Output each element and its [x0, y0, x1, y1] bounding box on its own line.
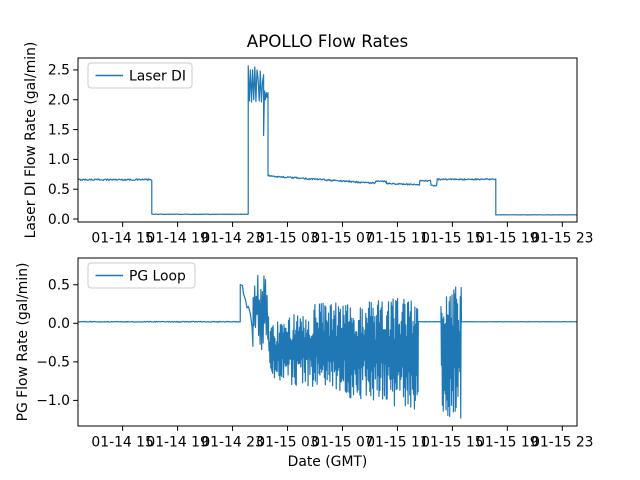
x-tick-label: 01-15 15: [421, 231, 483, 247]
axes-frame: [77, 57, 578, 223]
x-tick-label: 01-14 23: [201, 435, 263, 451]
y-tick-label: −1.0: [36, 393, 70, 409]
pg-loop-line: [78, 274, 577, 419]
legend-box: [87, 62, 193, 89]
y-tick-label: 0.0: [48, 316, 70, 332]
x-axis-label: Date (GMT): [288, 454, 368, 470]
x-tick-label: 01-14 19: [146, 231, 208, 247]
y-tick-label: 1.5: [48, 122, 70, 138]
x-tick-label: 01-14 19: [146, 435, 208, 451]
x-tick-label: 01-15 23: [531, 435, 593, 451]
y-tick-label: 2.5: [48, 63, 70, 79]
legend-box: [87, 262, 196, 289]
laser-di-line: [78, 65, 577, 216]
legend-label-pg-loop: PG Loop: [129, 268, 186, 284]
y-tick-label: −0.5: [36, 355, 70, 371]
x-tick-label: 01-14 15: [91, 231, 153, 247]
y-tick-label: 0.5: [48, 182, 70, 198]
x-tick-label: 01-15 19: [476, 231, 538, 247]
x-tick-label: 01-15 03: [256, 435, 318, 451]
y-tick-label: 0.0: [48, 212, 70, 228]
chart-title: APOLLO Flow Rates: [247, 31, 408, 51]
x-tick-label: 01-15 15: [421, 435, 483, 451]
x-tick-label: 01-15 03: [256, 231, 318, 247]
legend-laser-di: Laser DI: [87, 62, 193, 89]
x-tick-label: 01-15 19: [476, 435, 538, 451]
y-tick-label: 0.5: [48, 278, 70, 294]
x-tick-label: 01-15 11: [366, 435, 428, 451]
legend-label-laser-di: Laser DI: [129, 68, 186, 84]
legend-pg-loop: PG Loop: [87, 262, 196, 289]
axes-frame: [77, 257, 578, 427]
x-tick-label: 01-15 07: [311, 231, 373, 247]
x-tick-label: 01-15 11: [366, 231, 428, 247]
y-axis-label-laser-di: Laser DI Flow Rate (gal/min): [23, 42, 39, 239]
y-tick-label: 2.0: [48, 93, 70, 109]
x-tick-label: 01-14 23: [201, 231, 263, 247]
x-tick-label: 01-14 15: [91, 435, 153, 451]
x-tick-label: 01-15 23: [531, 231, 593, 247]
y-axis-label-pg-loop: PG Flow Rate (gal/min): [15, 263, 31, 422]
y-tick-label: 1.0: [48, 152, 70, 168]
x-tick-label: 01-15 07: [311, 435, 373, 451]
